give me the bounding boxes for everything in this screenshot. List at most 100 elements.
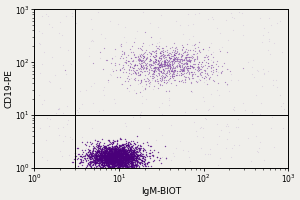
Point [203, 74, 208, 77]
Point [172, 69, 177, 72]
Point [100, 155, 105, 158]
Point [101, 151, 106, 154]
Point [146, 142, 151, 145]
Point [110, 153, 115, 156]
Point [101, 147, 106, 150]
Point [133, 55, 138, 58]
Point [165, 70, 170, 73]
Point [123, 147, 128, 150]
Point [119, 163, 124, 166]
Point [125, 161, 130, 165]
Point [122, 151, 127, 154]
Point [102, 149, 107, 153]
Point [137, 150, 142, 153]
Point [88, 84, 93, 87]
Point [124, 156, 128, 159]
Point [120, 147, 125, 150]
Point [137, 165, 142, 169]
Point [122, 155, 127, 158]
Point [110, 165, 115, 168]
Point [112, 159, 117, 162]
Point [105, 154, 110, 157]
Point [187, 59, 191, 63]
Point [79, 161, 84, 164]
Point [118, 166, 122, 170]
Point [180, 69, 185, 72]
Point [168, 60, 173, 64]
Point [126, 155, 130, 158]
Point [120, 155, 124, 159]
Point [168, 66, 173, 70]
Point [116, 160, 121, 163]
Point [162, 67, 167, 70]
Point [141, 155, 146, 158]
Point [61, 63, 66, 67]
Point [90, 161, 94, 164]
Point [84, 164, 89, 167]
Point [181, 68, 185, 71]
Point [120, 151, 124, 154]
Point [161, 63, 166, 66]
Point [157, 78, 162, 81]
Point [110, 143, 114, 146]
Point [201, 64, 206, 68]
Point [160, 69, 165, 72]
Point [84, 140, 89, 144]
Point [155, 67, 160, 70]
Point [104, 156, 109, 160]
Point [167, 59, 171, 62]
Point [74, 147, 79, 150]
Point [134, 156, 139, 159]
Point [132, 153, 136, 156]
Point [123, 152, 128, 155]
Point [118, 162, 123, 165]
Point [121, 159, 126, 162]
Point [97, 156, 101, 159]
Point [87, 163, 92, 166]
Point [128, 65, 133, 68]
Point [130, 157, 135, 160]
Point [106, 156, 111, 159]
Point [116, 159, 121, 162]
Point [119, 155, 124, 158]
Point [105, 159, 110, 163]
Point [106, 157, 111, 160]
Point [123, 154, 128, 157]
Point [196, 80, 200, 83]
Point [116, 146, 120, 150]
Point [115, 162, 120, 166]
Point [129, 155, 134, 158]
Point [135, 156, 140, 159]
Point [123, 152, 128, 155]
Point [142, 51, 147, 54]
Point [100, 163, 105, 166]
Point [99, 158, 104, 161]
Point [92, 159, 97, 162]
Point [210, 63, 215, 67]
Point [189, 71, 194, 74]
Point [168, 56, 173, 59]
Point [103, 159, 107, 162]
Point [121, 167, 126, 170]
Point [110, 155, 115, 158]
Point [118, 152, 123, 155]
Point [118, 164, 123, 167]
Point [118, 152, 123, 155]
Point [118, 153, 123, 156]
Point [112, 160, 117, 164]
Point [110, 148, 114, 151]
Point [171, 74, 176, 77]
Point [140, 64, 145, 67]
Point [116, 63, 121, 66]
Point [174, 60, 179, 63]
Point [119, 172, 124, 175]
Point [116, 166, 121, 169]
Point [122, 162, 127, 165]
Point [124, 154, 129, 157]
Point [111, 170, 116, 174]
Point [111, 154, 116, 157]
Point [129, 163, 134, 166]
Point [158, 36, 163, 39]
Point [178, 68, 183, 71]
Point [187, 56, 192, 59]
